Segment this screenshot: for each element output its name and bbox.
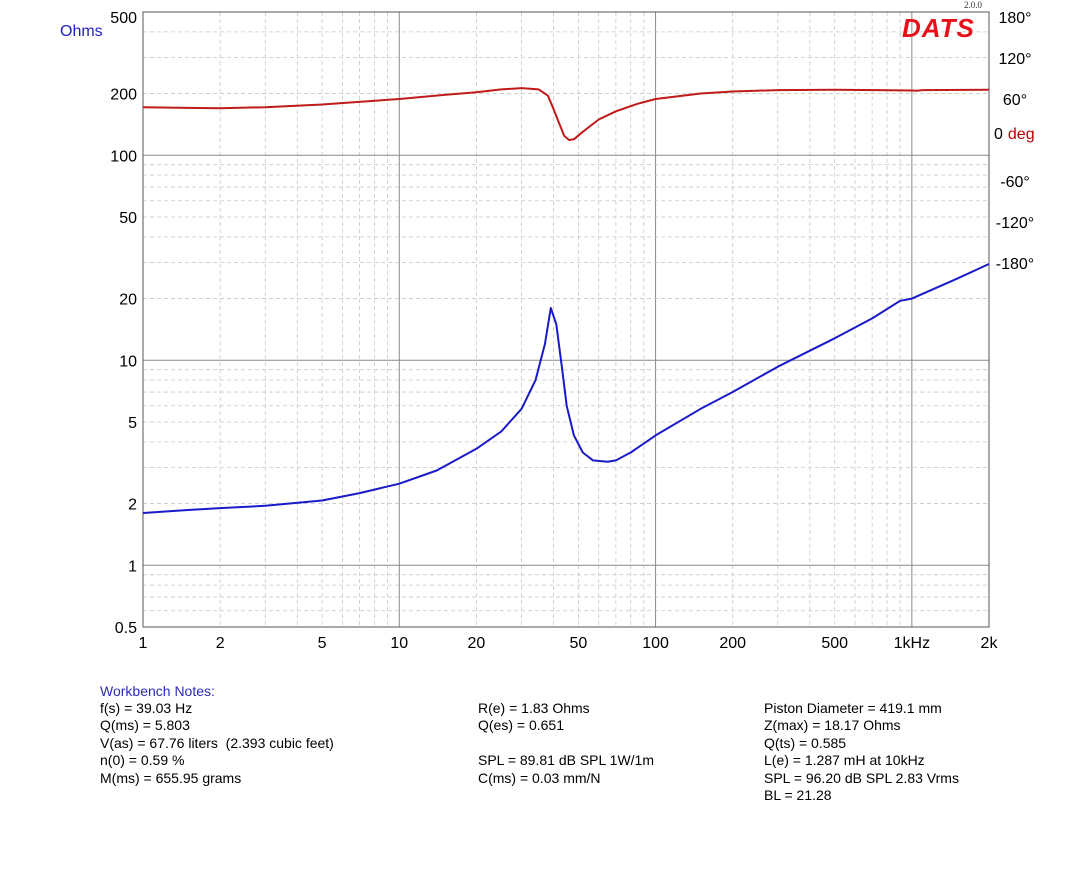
y-left-tick-label: 0.5 <box>115 620 137 637</box>
x-tick-label: 2k <box>981 635 999 652</box>
note-line: L(e) = 1.287 mH at 10kHz <box>764 752 925 769</box>
dats-logo: DATS <box>902 13 975 43</box>
note-line: SPL = 89.81 dB SPL 1W/1m <box>478 752 655 769</box>
x-tick-label: 500 <box>821 635 848 652</box>
y-right-axis-label: 0 deg <box>994 126 1035 143</box>
y-left-tick-label: 5 <box>128 415 137 432</box>
y-left-tick-label: 10 <box>119 353 137 370</box>
y-left-tick-label: 50 <box>119 210 137 227</box>
grid <box>142 11 990 628</box>
note-line: Piston Diameter = 419.1 mm <box>764 700 942 716</box>
y-right-unit: deg <box>1008 126 1035 143</box>
note-line: Q(ts) = 0.585 <box>764 734 847 751</box>
curves <box>142 87 990 514</box>
y-left-axis-label: Ohms <box>60 23 103 40</box>
y-left-tick-label: 100 <box>110 148 137 165</box>
plot-frame <box>142 11 990 628</box>
y-right-tick-label: -180° <box>996 256 1034 273</box>
x-tick-label: 100 <box>642 635 669 652</box>
y-right-tick-label: 120° <box>998 51 1031 68</box>
y-left-tick-label: 200 <box>110 87 137 104</box>
phase-curve <box>142 87 990 141</box>
x-tick-label: 1 <box>139 635 148 652</box>
note-line: Q(ms) = 5.803 <box>100 717 190 734</box>
y-left-tick-label: 20 <box>119 292 137 309</box>
x-tick-label: 2 <box>216 635 225 652</box>
workbench-notes: Workbench Notes: f(s) = 39.03 Hz Q(ms) = … <box>100 683 1050 813</box>
y-left-tick-label: 1 <box>128 558 137 575</box>
x-tick-label: 200 <box>719 635 746 652</box>
note-line: Z(max) = 18.17 Ohms <box>764 717 901 734</box>
note-line: V(as) = 67.76 liters (2.393 cubic feet) <box>100 734 334 751</box>
note-line: n(0) = 0.59 % <box>100 752 185 769</box>
note-line <box>478 735 654 752</box>
impedance-curve <box>142 263 990 514</box>
x-tick-label: 10 <box>390 635 408 652</box>
note-line: R(e) = 1.83 Ohms <box>478 700 590 716</box>
y-right-tick-label: 60° <box>1003 92 1027 109</box>
x-tick-label: 20 <box>468 635 486 652</box>
y-left-tick-label: 500 <box>110 10 137 27</box>
note-line: SPL = 96.20 dB SPL 2.83 Vrms <box>764 769 959 786</box>
version-label: 2.0.0 <box>964 0 983 10</box>
y-right-zero-tick: 0 <box>994 126 1003 143</box>
y-right-tick-label: -60° <box>1000 174 1030 191</box>
x-tick-label: 5 <box>318 635 327 652</box>
note-line: Q(es) = 0.651 <box>478 717 564 734</box>
note-line: f(s) = 39.03 Hz <box>100 700 193 716</box>
note-line: C(ms) = 0.03 mm/N <box>478 769 601 786</box>
note-line: BL = 21.28 <box>764 786 832 803</box>
notes-title: Workbench Notes: <box>100 683 215 699</box>
notes-column-1: f(s) = 39.03 Hz Q(ms) = 5.803 V(as) = 67.7… <box>100 700 334 787</box>
y-right-tick-label: -120° <box>996 215 1034 232</box>
x-tick-label: 1kHz <box>894 635 930 652</box>
x-tick-label: 50 <box>570 635 588 652</box>
y-left-tick-label: 2 <box>128 497 137 514</box>
notes-column-2: R(e) = 1.83 Ohms Q(es) = 0.651 SPL = 89.81… <box>478 700 654 787</box>
note-line: M(ms) = 655.95 grams <box>100 769 242 786</box>
notes-column-3: Piston Diameter = 419.1 mm Z(max) = 18.17… <box>764 700 959 804</box>
y-right-tick-label: 180° <box>998 10 1031 27</box>
